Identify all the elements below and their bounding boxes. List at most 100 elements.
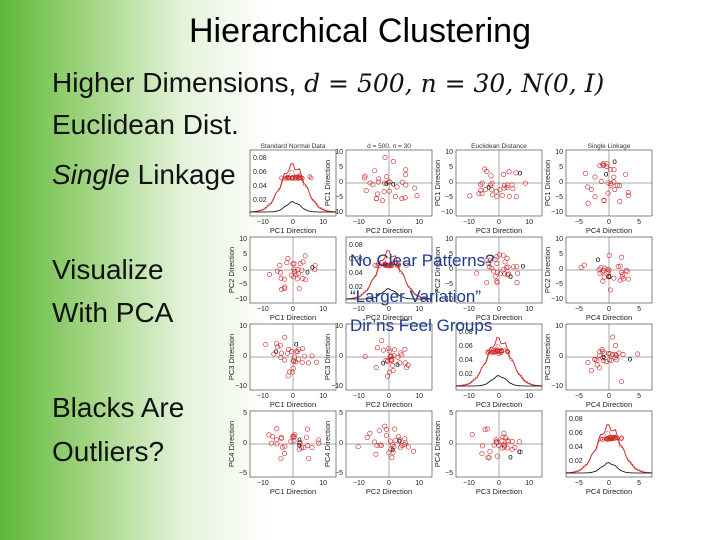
data-point [594,362,600,368]
data-point [291,266,297,272]
data-point [279,444,285,450]
data-point [291,433,297,439]
data-point [294,276,300,282]
density-curve [455,344,543,387]
data-point [392,260,397,265]
data-point [615,182,621,188]
data-point [383,433,389,439]
data-point [390,442,396,448]
data-point [600,358,606,364]
y-tick-label: 0.08 [459,329,473,336]
data-point [499,348,505,353]
y-tick-label: −5 [335,194,343,201]
data-point [617,183,623,189]
data-point [290,365,296,371]
data-point [479,180,485,186]
x-tick-label: 0 [291,219,295,226]
data-point [620,276,626,282]
x-axis-label: PC1 Direction [270,487,316,496]
x-tick-label: −5 [575,393,583,400]
x-tick-label: 10 [525,480,533,487]
data-point [282,175,288,181]
data-point [386,188,392,194]
x-tick-label: 0 [607,480,611,487]
outlier-mark: o [604,169,609,178]
data-point [399,179,405,185]
bullet: Single Linkage [52,159,236,190]
data-point [602,265,608,271]
data-point [291,269,297,275]
y-tick-label: 0.02 [569,458,583,465]
data-point [288,438,294,444]
y-tick-label: 0.06 [253,169,267,176]
slide-title: Hierarchical Clustering [189,12,531,50]
y-tick-label: 5 [243,410,247,417]
data-point [309,353,315,359]
x-axis-label: PC2 Direction [366,400,412,409]
data-point [605,190,611,196]
data-point [355,444,361,450]
x-tick-label: 0 [497,393,501,400]
data-point [598,179,604,185]
y-tick-label: 0 [243,440,247,447]
data-point [396,262,401,268]
x-axis-label: PC2 Direction [366,313,412,322]
data-point [608,287,614,293]
data-point [381,347,387,353]
y-tick-label: 10 [555,236,563,243]
data-point [505,438,511,444]
data-point [607,167,613,173]
data-point [606,351,612,357]
data-point [306,455,312,461]
data-point [488,173,494,179]
bullet: With PCA [52,297,174,328]
data-point [486,264,492,270]
outlier-mark: o [384,179,389,188]
outlier-mark: o [607,272,612,281]
data-point [383,426,389,432]
y-tick-label: 5 [449,251,453,258]
data-point [479,451,485,457]
data-point [493,188,499,194]
data-point [307,174,313,179]
data-point [373,451,379,457]
data-point [497,348,503,354]
data-point [274,268,280,274]
density-curve [565,431,653,474]
data-point [302,277,308,283]
data-point [403,182,409,188]
data-point [393,437,399,443]
data-point [474,270,480,276]
data-point [379,338,385,344]
data-point [484,426,490,432]
data-point [609,436,615,442]
y-tick-label: −5 [335,470,343,477]
y-tick-label: 10 [335,149,343,156]
y-tick-label: 10 [555,323,563,330]
y-tick-label: 10 [239,236,247,243]
data-point [296,271,302,277]
data-point [302,353,308,359]
x-axis-label: PC2 Direction [366,487,412,496]
data-point [487,258,493,264]
data-point [604,266,610,272]
data-point [600,278,606,284]
data-point [391,353,397,359]
data-point [619,378,625,384]
data-point [401,441,407,447]
data-point [300,276,306,282]
data-point [282,443,288,449]
data-point [362,353,368,359]
y-tick-label: 10 [555,149,563,156]
data-point [487,449,493,455]
data-point [501,185,507,191]
data-point [292,174,298,180]
outlier-mark: o [381,358,386,367]
y-tick-label: −5 [445,194,453,201]
outlier-mark: o [486,182,491,191]
bullet: Higher Dimensions, d = 500, n = 30, N(0,… [52,67,604,98]
data-point [381,262,387,267]
bullet-text: Blacks Are [52,392,184,423]
data-point [581,262,587,268]
data-point [509,182,515,188]
